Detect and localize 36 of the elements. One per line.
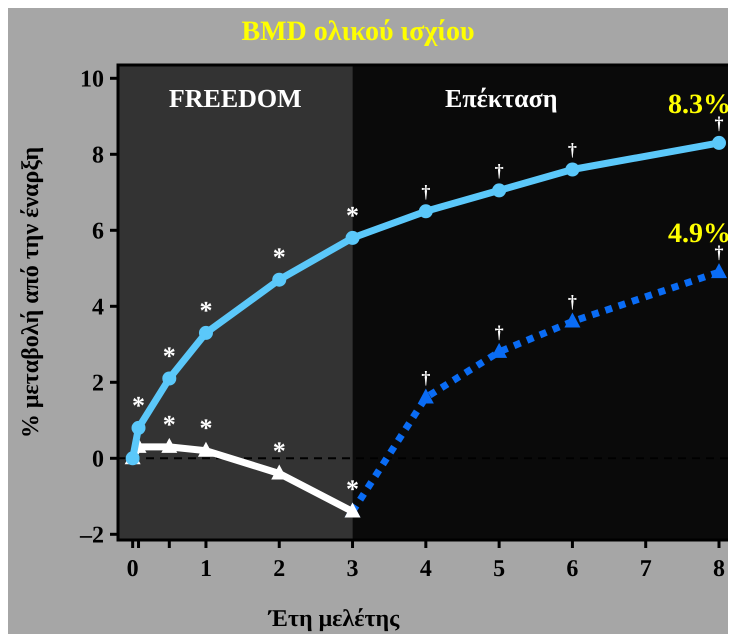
x-tick-label: 7 <box>640 556 652 582</box>
annotation: * <box>162 410 176 439</box>
annotation: † <box>494 160 504 180</box>
x-tick-label: 1 <box>200 556 212 582</box>
y-tick-label: 8 <box>92 142 104 168</box>
y-tick-label: 2 <box>92 370 104 396</box>
y-tick-label: 10 <box>80 66 104 92</box>
annotation: * <box>162 342 176 370</box>
band-label: Επέκταση <box>445 84 558 113</box>
annotation: * <box>272 436 286 466</box>
x-tick-label: 4 <box>420 556 432 582</box>
annotation: * <box>199 296 212 325</box>
x-tick-label: 0 <box>126 556 139 582</box>
annotation: † <box>421 181 430 202</box>
annotation: † <box>494 322 504 342</box>
x-tick-label: 5 <box>493 556 506 582</box>
annotation: † <box>568 140 577 160</box>
x-axis-title: Έτη μελέτης <box>268 606 400 632</box>
x-tick-label: 2 <box>273 556 286 582</box>
x-tick-label: 8 <box>713 556 726 582</box>
annotation: * <box>199 414 212 443</box>
y-axis-title: % μεταβολή από την έναρξη <box>18 146 44 438</box>
annotation: * <box>346 200 360 230</box>
x-tick-label: 3 <box>346 556 359 582</box>
y-tick-label: 0 <box>92 446 104 472</box>
x-tick-label: 6 <box>566 556 578 582</box>
annotation: * <box>132 390 146 420</box>
y-tick-label: 4 <box>92 294 104 320</box>
annotation: * <box>346 474 360 504</box>
y-tick-label: –2 <box>79 522 104 548</box>
chart-title: BMD ολικού ισχίου <box>241 16 475 47</box>
band-label: FREEDOM <box>168 84 302 113</box>
y-tick-label: 6 <box>92 218 104 244</box>
annotation: † <box>421 368 430 388</box>
annotation: † <box>568 292 577 312</box>
annotation: * <box>272 242 286 272</box>
